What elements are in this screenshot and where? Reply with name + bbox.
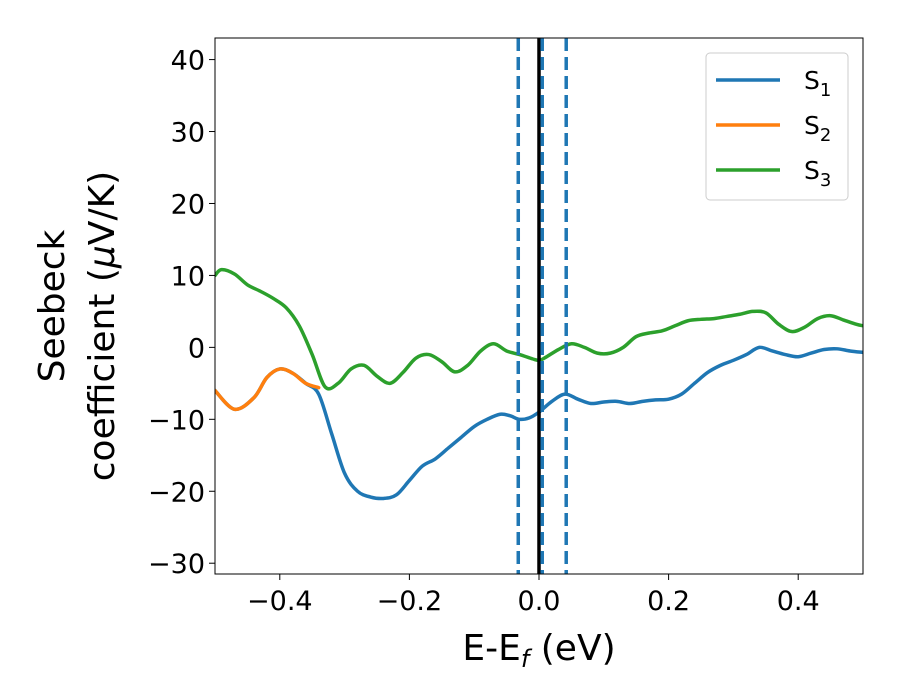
legend: S1 S2 S3 [705, 52, 849, 201]
legend-entry-s2: S2 [716, 111, 831, 146]
x-tick-label: 0.0 [518, 586, 561, 617]
legend-entry-s1: S1 [716, 66, 831, 101]
x-axis-label: E-Ef (eV) [462, 628, 615, 673]
y-axis-label: Seebeck coefficient (μV/K) [32, 171, 123, 481]
x-tick-label: 0.4 [777, 586, 820, 617]
legend-entry-s3: S3 [716, 156, 831, 191]
legend-label: S2 [804, 111, 831, 146]
y-tick-label: −20 [148, 477, 205, 508]
y-tick-label: 0 [188, 333, 205, 364]
y-tick-label: 40 [171, 46, 205, 77]
x-tick-label: −0.2 [377, 586, 443, 617]
y-axis-ticks: −30 −20 −10 0 10 20 30 40 [148, 46, 215, 580]
series-line-s2 [215, 367, 321, 412]
vline-layer [516, 38, 568, 574]
x-axis-ticks: −0.4 −0.2 0.0 0.2 0.4 [247, 574, 820, 617]
y-tick-label: 20 [171, 189, 205, 220]
legend-label: S3 [804, 156, 831, 191]
y-axis-label-line2: coefficient (μV/K) [82, 171, 123, 481]
y-tick-label: −30 [148, 549, 205, 580]
x-tick-label: −0.4 [247, 586, 313, 617]
y-tick-label: −10 [148, 405, 205, 436]
x-tick-label: 0.2 [647, 586, 690, 617]
legend-label: S1 [804, 66, 831, 101]
y-tick-label: 10 [171, 261, 205, 292]
y-axis-label-line1: Seebeck [32, 229, 73, 382]
y-tick-label: 30 [171, 118, 205, 149]
